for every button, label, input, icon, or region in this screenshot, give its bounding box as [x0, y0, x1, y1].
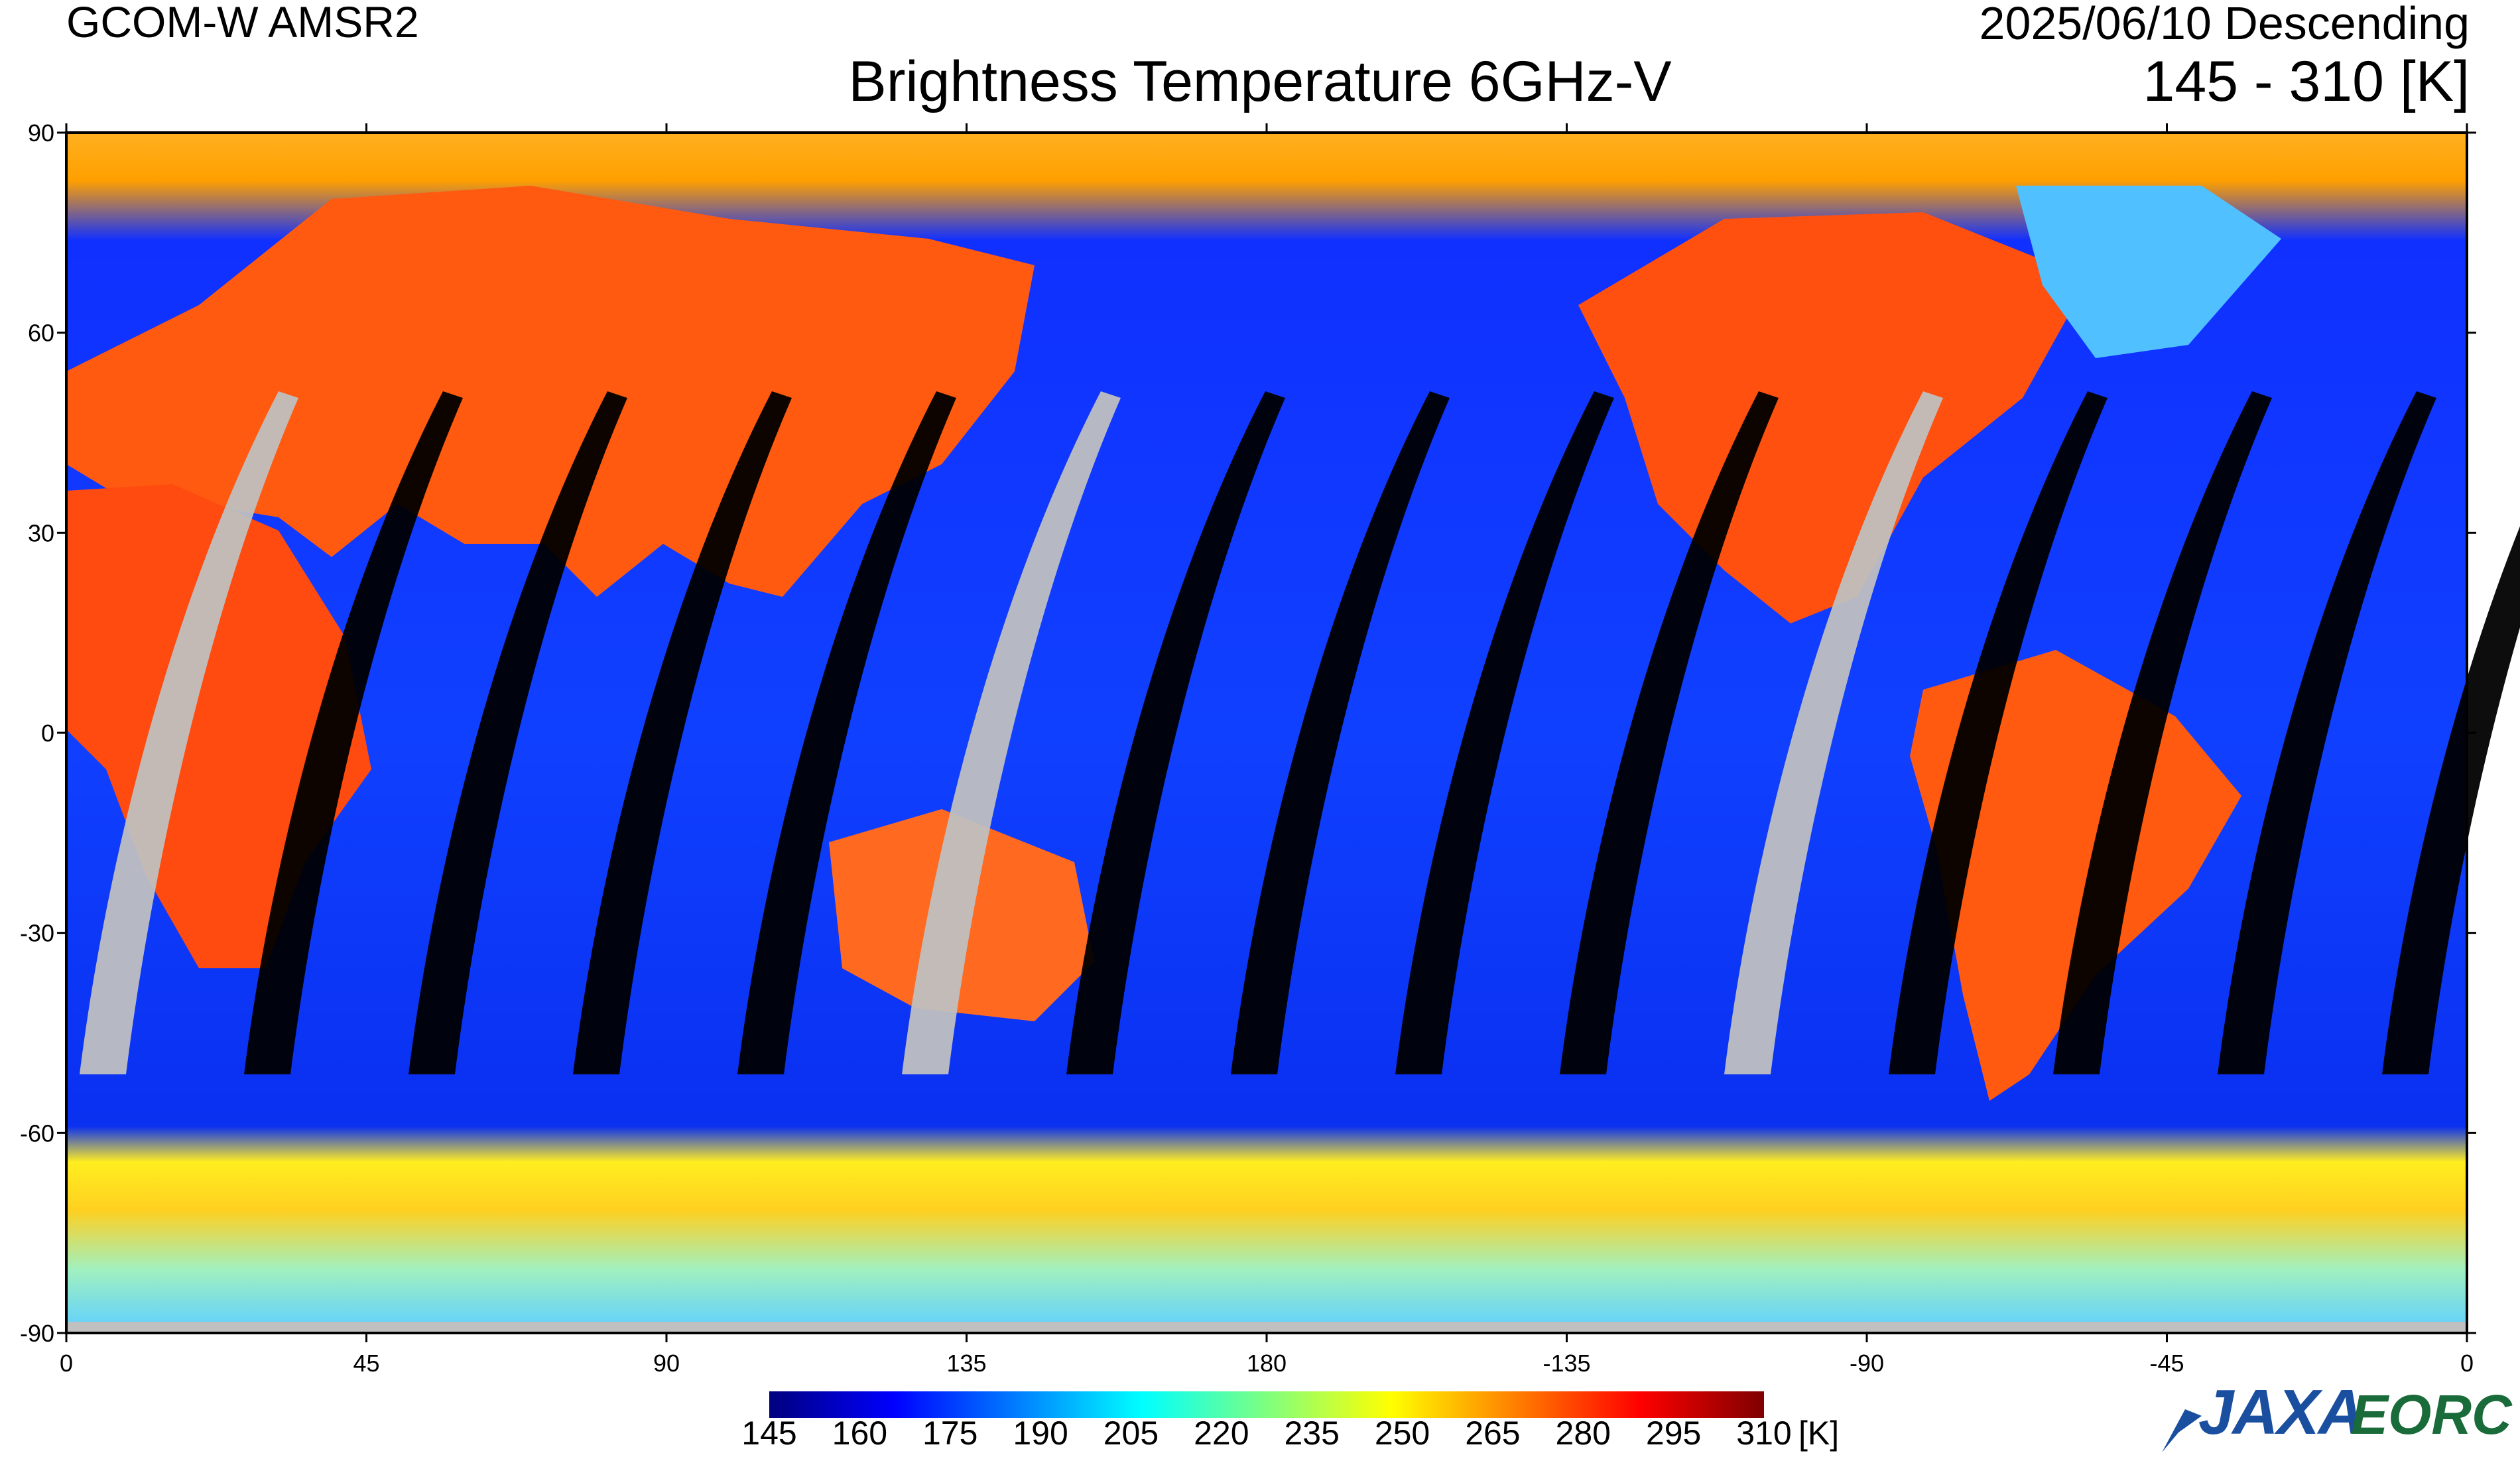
colorbar-tick-label: 280 [1555, 1415, 1611, 1452]
swath-gap [2382, 526, 2520, 1074]
colorbar-gradient [769, 1391, 1764, 1418]
colorbar-tick-label: 190 [1013, 1415, 1068, 1452]
swath-gap [902, 391, 1121, 1074]
satellite-sensor-label: GCOM-W AMSR2 [66, 0, 419, 46]
lon-tick-label: 180 [1247, 1350, 1287, 1377]
swath-gap [737, 391, 956, 1074]
colorbar-tick-label: 235 [1284, 1415, 1340, 1452]
swath-gap [244, 391, 463, 1074]
lon-tick-label: -90 [1850, 1350, 1884, 1377]
map-title: Brightness Temperature 6GHz-V [848, 50, 1672, 113]
lon-tick-label: 0 [2460, 1350, 2474, 1377]
colorbar-tick-label: 220 [1194, 1415, 1249, 1452]
jaxa-eorc-logo: JAXA EORC [2159, 1376, 2520, 1459]
colorbar-tick-label: 205 [1103, 1415, 1159, 1452]
lon-tick-label: 0 [60, 1350, 73, 1377]
lat-tick-label: -90 [20, 1320, 54, 1347]
land-greenland [2016, 186, 2281, 358]
land-south-america [1910, 650, 2241, 1101]
swath-gap [2218, 391, 2436, 1074]
swath-gap [1889, 391, 2108, 1074]
colorbar-tick-label: 310 [1736, 1415, 1792, 1452]
logo-jaxa-text: JAXA [2198, 1377, 2364, 1448]
logo-eorc-text: EORC [2351, 1383, 2512, 1446]
swath-gap [573, 391, 792, 1074]
swath-gap [1724, 391, 1943, 1074]
colorbar-tick-label: 160 [832, 1415, 888, 1452]
lat-tick-label: 0 [41, 720, 54, 747]
swath-gap [1560, 391, 1779, 1074]
lat-tick-label: 30 [28, 519, 54, 546]
swath-gap [409, 391, 627, 1074]
swath-gap [1066, 391, 1285, 1074]
colorbar-tick-label: 175 [922, 1415, 978, 1452]
colorbar-tick-label: 295 [1645, 1415, 1702, 1452]
lat-tick-label: 90 [28, 119, 54, 147]
colorbar-unit: [K] [1798, 1415, 1840, 1452]
colorbar [769, 1391, 1764, 1418]
logo-swoosh-icon [2162, 1409, 2202, 1452]
lat-tick-label: -60 [20, 1119, 54, 1147]
value-range-label: 145 - 310 [K] [2143, 50, 2470, 113]
colorbar-tick-label: 250 [1374, 1415, 1430, 1452]
swath-gap [80, 391, 298, 1074]
date-pass-label: 2025/06/10 Descending [1979, 0, 2470, 49]
swath-gap [2053, 391, 2272, 1074]
swath-gap [1231, 391, 1450, 1074]
lat-tick-label: 60 [28, 320, 54, 347]
lon-tick-label: 90 [653, 1350, 680, 1377]
lon-tick-label: -45 [2149, 1350, 2184, 1377]
lat-tick-label: -30 [20, 920, 54, 947]
lon-tick-label: -135 [1543, 1350, 1590, 1377]
swath-gap [1395, 391, 1614, 1074]
lon-tick-label: 135 [946, 1350, 986, 1377]
colorbar-tick-label: 145 [741, 1415, 797, 1452]
colorbar-tick-label: 265 [1465, 1415, 1521, 1452]
lon-tick-label: 45 [353, 1350, 379, 1377]
polar-no-data-band [66, 1322, 2467, 1333]
land-eurasia [66, 186, 1035, 597]
